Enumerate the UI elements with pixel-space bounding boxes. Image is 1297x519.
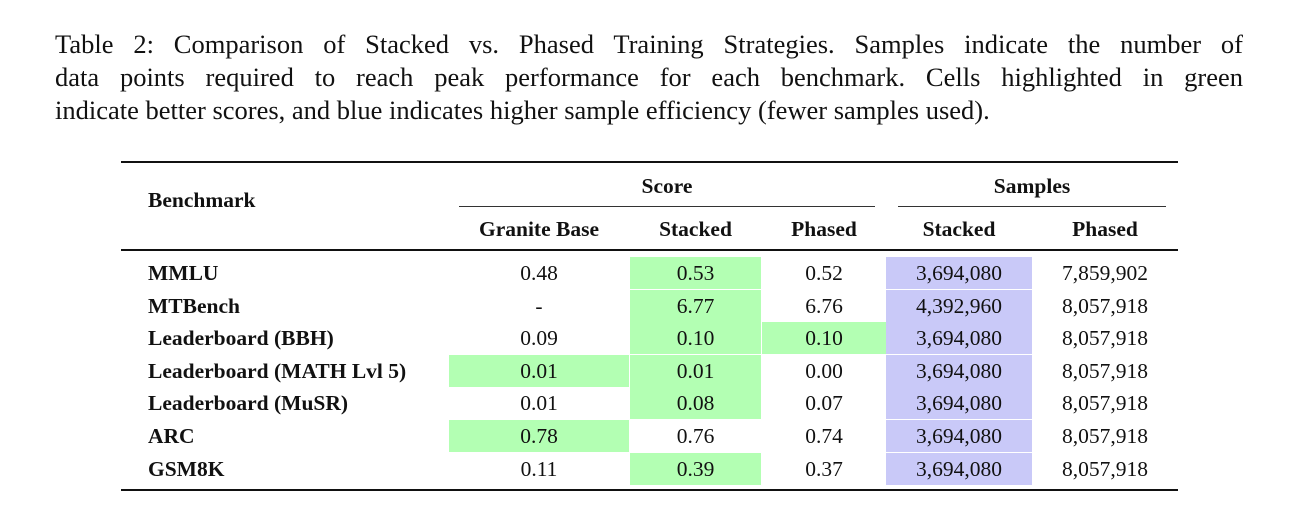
cell-score-phased: 0.74 (805, 424, 843, 448)
cell-granite-base: 0.78 (449, 420, 629, 452)
cell-samples-phased: 8,057,918 (1062, 457, 1148, 481)
cell-samples-phased: 7,859,902 (1062, 261, 1148, 285)
cell-score-stacked: 6.77 (630, 290, 761, 322)
row-benchmark-label: Leaderboard (MATH Lvl 5) (148, 359, 407, 383)
samples-group-rule (898, 206, 1166, 207)
cell-score-stacked: 0.10 (630, 322, 761, 354)
cell-score-phased: 0.00 (805, 359, 843, 383)
table-top-rule (121, 161, 1178, 163)
table-caption: Table 2: Comparison of Stacked vs. Phase… (55, 28, 1243, 127)
cell-samples-stacked: 3,694,080 (886, 355, 1032, 387)
cell-samples-stacked: 3,694,080 (886, 420, 1032, 452)
header-samples-phased: Phased (1072, 217, 1138, 241)
cell-granite-base: 0.01 (449, 355, 629, 387)
cell-score-phased: 0.10 (762, 322, 886, 354)
header-score-phased: Phased (791, 217, 857, 241)
cell-score-stacked: 0.76 (676, 424, 715, 448)
row-benchmark-label: ARC (148, 424, 195, 448)
header-granite-base: Granite Base (478, 217, 600, 241)
cell-score-stacked: 0.08 (630, 387, 761, 419)
caption-line-3: indicate better scores, and blue indicat… (55, 95, 990, 125)
header-samples-stacked: Stacked (922, 217, 996, 241)
row-benchmark-label: MTBench (148, 294, 240, 318)
cell-samples-stacked: 3,694,080 (886, 257, 1032, 289)
cell-samples-stacked: 3,694,080 (886, 322, 1032, 354)
cell-score-stacked: 0.01 (630, 355, 761, 387)
cell-samples-stacked: 3,694,080 (886, 453, 1032, 485)
row-benchmark-label: Leaderboard (BBH) (148, 326, 334, 350)
cell-granite-base: 0.09 (520, 326, 558, 350)
header-samples-group: Samples (993, 174, 1071, 198)
cell-score-phased: 0.07 (805, 391, 843, 415)
cell-score-stacked: 0.39 (630, 453, 761, 485)
row-benchmark-label: MMLU (148, 261, 219, 285)
header-benchmark: Benchmark (148, 188, 256, 212)
cell-samples-phased: 8,057,918 (1062, 326, 1148, 350)
header-score-group: Score (641, 174, 693, 198)
row-benchmark-label: GSM8K (148, 457, 225, 481)
cell-samples-phased: 8,057,918 (1062, 294, 1148, 318)
caption-line-1: Table 2: Comparison of Stacked vs. Phase… (55, 29, 1243, 59)
cell-samples-phased: 8,057,918 (1062, 424, 1148, 448)
table-bottom-rule (121, 489, 1178, 491)
caption-line-2: data points required to reach peak perfo… (55, 62, 1243, 92)
cell-score-phased: 6.76 (805, 294, 843, 318)
cell-score-phased: 0.52 (805, 261, 843, 285)
cell-granite-base: - (535, 294, 543, 318)
cell-granite-base: 0.11 (520, 457, 558, 481)
table-header-rule (121, 249, 1178, 251)
cell-samples-stacked: 4,392,960 (886, 290, 1032, 322)
cell-score-stacked: 0.53 (630, 257, 761, 289)
cell-granite-base: 0.48 (520, 261, 558, 285)
cell-score-phased: 0.37 (805, 457, 843, 481)
score-group-rule (459, 206, 875, 207)
cell-samples-stacked: 3,694,080 (886, 387, 1032, 419)
cell-samples-phased: 8,057,918 (1062, 359, 1148, 383)
header-score-stacked: Stacked (659, 217, 732, 241)
cell-granite-base: 0.01 (520, 391, 558, 415)
row-benchmark-label: Leaderboard (MuSR) (148, 391, 349, 415)
cell-samples-phased: 8,057,918 (1062, 391, 1148, 415)
